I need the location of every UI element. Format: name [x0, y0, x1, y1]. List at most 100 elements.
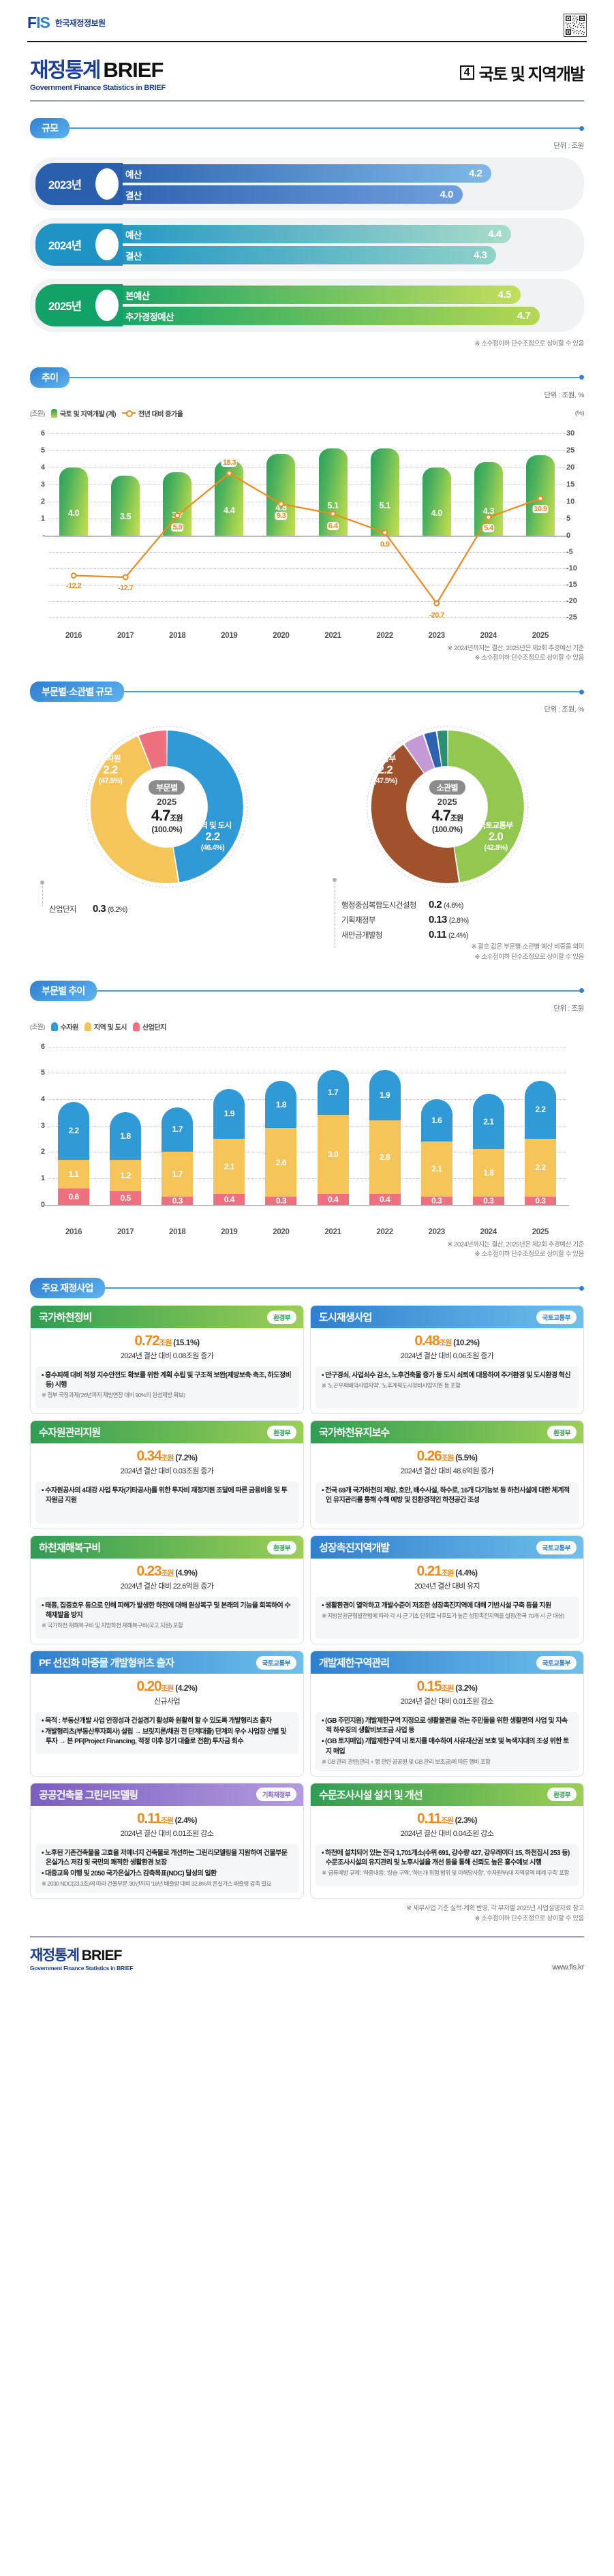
project-card-amount: 0.26조원 (5.5%) [315, 1448, 579, 1465]
grid-line [48, 568, 566, 569]
stacked-bar: 1.9 2.8 0.4 [369, 1070, 401, 1205]
x-axis-label: 2024 [480, 1227, 497, 1236]
sector-trend-legend-unit: (조원) [30, 1024, 45, 1032]
header-divider [27, 41, 587, 42]
donut-charts: 수자원 2.2 (47.5%) 지역 및 도시 2.2 (46.4%) 부문별 2025 … [30, 720, 584, 893]
project-card-header: 개발제한구역관리 국토교통부 [311, 1651, 583, 1674]
x-axis-label: 2023 [428, 1227, 446, 1236]
project-card-header: 성장촉진지역개발 국토교통부 [311, 1536, 583, 1559]
trend-point-label: 0.9 [378, 540, 391, 549]
project-amount-value: 0.21 [416, 1563, 442, 1580]
project-card: 개발제한구역관리 국토교통부 0.15조원 (3.2%) 2024년 결산 대비 0.… [310, 1651, 584, 1777]
project-card: 하천재해복구비 환경부 0.23조원 (4.9%) 2024년 결산 대비 22.6억… [30, 1535, 304, 1645]
project-amount-unit: 조원 [161, 1569, 174, 1578]
project-card-subtext: 2024년 결산 대비 0.04조원 감소 [400, 1829, 494, 1838]
scale-bar-value: 4.4 [488, 228, 502, 240]
trend-bar [111, 476, 140, 536]
chapter-number: 4 [459, 65, 474, 80]
y-axis-tick-right: 15 [566, 480, 575, 489]
scale-note: ※ 소수점이하 단수조정으로 상이할 수 있음 [474, 340, 584, 348]
project-card-note: ※ 2030 NDC(23.3조)에 따라 건물부문 '30년까지 '18년 배… [42, 1880, 271, 1888]
qr-code-icon [564, 14, 587, 37]
project-card-title: 공공건축물 그린리모델링 [39, 1789, 138, 1801]
line-swatch-icon [121, 410, 136, 418]
brand-subtitle: Government Finance Statistics in BRIEF [30, 84, 166, 92]
y-axis-tick: 2 [40, 1148, 45, 1156]
stack-segment-industrial: 0.3 [265, 1196, 297, 1206]
project-amount-pct: (15.1%) [171, 1338, 200, 1348]
footer-url[interactable]: www.fis.kr [552, 1963, 584, 1972]
project-amount-unit: 조원 [160, 1816, 174, 1825]
donut-slice-label: 수자원 2.2 (47.5%) [70, 755, 151, 785]
brand-title-en: BRIEF [103, 58, 164, 82]
stack-segment-water: 2.1 [472, 1094, 504, 1150]
x-axis-label: 2023 [428, 631, 446, 640]
legend-water-resources: 수자원 [50, 1022, 78, 1032]
stacked-bar: 1.6 2.1 0.3 [420, 1099, 452, 1206]
trend-bar-value: 5.1 [327, 500, 339, 510]
scale-bar-2025-supplementary: 추가경정예산 4.7 [95, 307, 540, 325]
zero-axis [45, 535, 569, 537]
agency-callout-label: 행정중심복합도시건설청 [341, 902, 416, 910]
project-amount-unit: 조원 [441, 1569, 455, 1578]
x-axis-label: 2022 [376, 631, 393, 640]
project-amount-pct: (4.4%) [453, 1568, 478, 1578]
agency-callout-pct: (2.8%) [448, 917, 469, 925]
project-amount-pct: (7.2%) [173, 1453, 198, 1463]
y-axis-tick: 1 [40, 1174, 45, 1182]
project-card-note: ※ 국가하천 재해복구비 및 지방하천 재해복구비(국고 지원) 포함 [42, 1622, 183, 1629]
project-card-amount: 0.11조원 (2.4%) [35, 1811, 299, 1827]
trend-right-axis-unit: (%) [574, 409, 585, 417]
sector-donut-column: 수자원 2.2 (47.5%) 지역 및 도시 2.2 (46.4%) 부문별 2025 … [30, 720, 304, 893]
project-card-subtext: 신규사업 [153, 1698, 181, 1706]
y-axis-tick-right: 20 [566, 463, 575, 472]
project-card-note: ※ 지방분권균형발전법에 따라 각 시·군 기초 단위로 낙후도가 높은 성장촉… [322, 1612, 565, 1620]
grid-line [48, 433, 566, 434]
project-card-title: 도시재생사업 [319, 1312, 372, 1324]
scale-bar-label: 예산 [125, 230, 142, 241]
project-amount-unit: 조원 [161, 1685, 174, 1693]
agency-donut-total: 4.7조원 [431, 806, 463, 824]
project-amount-value: 0.26 [416, 1448, 442, 1465]
stacked-bar: 2.2 2.2 0.3 [524, 1080, 556, 1206]
footer-brand: 재정통계 BRIEF Government Finance Statistics … [30, 1944, 133, 1972]
donut-slice-pct: (47.5%) [98, 776, 123, 785]
trend-point-label: 5.4 [482, 523, 495, 532]
scale-bar-value: 4.2 [469, 168, 482, 179]
y-axis-tick-right: -25 [566, 613, 577, 622]
x-axis-label: 2020 [273, 631, 290, 640]
x-axis-label: 2021 [324, 1227, 341, 1236]
stack-segment-region: 1.8 [472, 1149, 504, 1197]
x-axis-label: 2018 [169, 631, 186, 640]
project-card-body: • 만구경쇠, 사업쇠수 감소, 노후건축물 증가 등 도시 쇠퇴에 대응하여 … [316, 1366, 579, 1409]
trend-header-dot [579, 375, 584, 380]
project-card-note: ※ '노곤우쩌배악사업지역', '노후계획도시정비사업'지원 등 포함 [322, 1382, 461, 1390]
stack-segment-industrial: 0.4 [213, 1194, 245, 1205]
sector-donut-year: 2025 [157, 796, 177, 807]
scale-bars: 2023년 예산 4.2 결산 4.0 [30, 157, 584, 332]
zero-axis [45, 1204, 569, 1206]
project-card: 국가하천정비 환경부 0.72조원 (15.1%) 2024년 결산 대비 0.08조… [30, 1305, 304, 1415]
trend-bar [422, 467, 451, 536]
trend-point-label: 5.9 [171, 523, 183, 532]
stack-segment-industrial: 0.3 [472, 1196, 504, 1206]
trend-bar-value: 3.5 [120, 511, 132, 521]
scale-section-header: 규모 [30, 118, 584, 138]
y-axis-tick-right: 30 [566, 429, 575, 438]
project-card-title: 수자원관리지원 [39, 1427, 101, 1439]
infographic-page: FIS 한국재정정보원 [27, 14, 587, 1972]
trend-bar [59, 467, 89, 536]
stacked-bar: 2.1 1.8 0.3 [472, 1094, 504, 1206]
trend-note-1: ※ 2024년까지는 결산, 2025년은 제2회 추경예산 기준 [447, 644, 584, 652]
stack-segment-water: 1.9 [369, 1070, 401, 1120]
stacked-bar: 1.7 1.7 0.3 [162, 1107, 194, 1206]
sector-trend-section-label: 부문별 추이 [30, 980, 97, 1001]
footer-brand-sub: Government Finance Statistics in BRIEF [30, 1965, 134, 1972]
trend-bar-value: 4.0 [67, 508, 80, 518]
agency-callout-value: 0.13 [429, 914, 447, 926]
project-amount-pct: (3.2%) [453, 1683, 478, 1693]
sector-donut-total: 4.7조원 [151, 806, 183, 824]
agency-callout-label: 기획재정부 [341, 917, 376, 925]
trend-point-label: -20.7 [429, 611, 445, 620]
project-card-department-badge: 환경부 [267, 1540, 296, 1554]
